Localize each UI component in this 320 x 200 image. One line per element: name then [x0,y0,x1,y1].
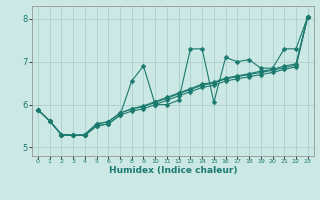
X-axis label: Humidex (Indice chaleur): Humidex (Indice chaleur) [108,166,237,175]
